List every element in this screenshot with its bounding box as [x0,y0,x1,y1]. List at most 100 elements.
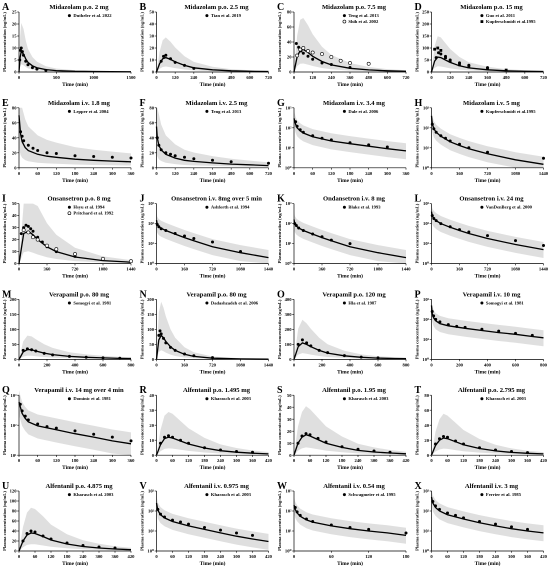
x-tick-label: 0 [18,554,21,559]
data-point [73,252,77,256]
legend-marker [205,301,209,305]
panel-letter: K [277,194,285,205]
data-point [486,67,489,71]
x-tick-label: 300 [508,458,516,463]
series-1 [155,223,242,254]
series-1 [430,122,545,160]
y-tick-label: 10⁰ [147,261,154,266]
series-1 [18,402,133,443]
prediction-band [156,107,269,167]
data-point [478,446,481,450]
data-point [359,355,363,359]
data-point [110,155,114,159]
x-tick-label: 720 [403,75,411,80]
x-tick-label: 180 [476,458,484,463]
data-point [446,511,449,515]
data-point [467,146,471,150]
series-1 [157,329,214,360]
x-tick-label: 200 [319,362,327,367]
y-tick-label: 40 [12,213,17,218]
data-point [320,52,324,56]
y-tick-label: 60 [12,120,17,125]
plot-area [293,18,407,73]
prediction-band [19,507,131,551]
y-tick-label: 10² [423,317,430,322]
data-point [26,63,30,67]
data-point [251,450,254,454]
legend-marker [205,493,209,497]
data-point [31,229,35,233]
data-point [183,352,186,356]
data-point [446,435,449,439]
data-point [296,342,300,346]
data-point [301,130,305,134]
data-point [164,151,168,155]
panel-letter: O [277,289,285,300]
panel-g: G Midazolam i.v. 3.4 mg 0 60 120 180 240 300 360… [277,98,410,184]
data-point [30,66,34,70]
data-point [219,528,222,532]
legend-entry: Kupferschmidt et al.1995 [480,19,536,24]
data-point [458,63,461,67]
legend-label: Teng et al. 2013 [211,109,242,114]
data-point [316,436,320,440]
x-tick-label: 240 [492,554,500,559]
data-point [26,224,30,228]
data-point [356,447,360,451]
data-point [326,351,330,355]
data-point [25,532,29,535]
y-tick-label: 10⁰ [147,549,154,554]
data-point [478,519,481,523]
data-point [385,145,389,149]
simulated-line [155,334,269,360]
y-axis-label: Plasma concentration (ng/mL) [415,107,420,167]
data-point [118,356,122,360]
data-point [167,434,170,438]
x-tick-label: 1000 [89,75,99,80]
legend-marker [205,397,209,401]
panel-letter: R [140,385,148,396]
x-tick-label: 60 [445,554,450,559]
x-tick-label: 400 [484,362,492,367]
data-point [192,236,196,240]
x-tick-label: 200 [44,362,52,367]
y-tick-label: 10³ [423,489,430,494]
x-tick-label: 600 [384,75,392,80]
plot-area [293,211,407,264]
x-tick-label: 1080 [236,362,246,367]
data-point [129,156,133,160]
x-axis-label: Time (min) [62,560,88,567]
x-tick-label: 480 [503,75,511,80]
data-point [33,530,37,534]
y-axis-label: Plasma concentration (ng/mL) [277,299,282,359]
legend-label: Lepper et al. 2004 [73,109,109,114]
y-tick-label: 50 [12,201,17,206]
legend-label: Teng et al. 2013 [348,13,379,18]
y-tick-label: 250 [422,10,430,15]
x-tick-label: 360 [128,458,136,463]
panel-title: Onsansetron i.v. 24 mg [459,196,524,203]
x-tick-label: 60 [310,171,315,176]
data-point [203,525,206,529]
x-tick-label: 0 [155,267,158,272]
legend-label: Hla et al. 1987 [348,300,377,305]
series-1 [19,130,133,160]
x-tick-label: 180 [403,554,411,559]
x-tick-label: 0 [293,171,296,176]
y-tick-label: 10³ [423,105,430,110]
panel-title: Midazolam i.v. 3.4 mg [323,100,386,107]
data-point [18,402,22,406]
x-tick-label: 360 [112,554,120,559]
y-tick-label: 10¹ [423,145,430,150]
data-point [21,539,25,543]
panel-title: Midazolam i.v. 1.8 mg [48,100,111,107]
simulated-line [293,434,407,456]
legend-marker [342,493,346,497]
x-axis-label: Time (min) [337,368,363,375]
data-point [19,232,23,236]
x-axis-label: Time (min) [200,81,226,88]
data-point [444,136,447,140]
x-tick-label: 120 [53,171,61,176]
data-point [162,336,165,340]
y-tick-label: 20 [424,438,429,443]
